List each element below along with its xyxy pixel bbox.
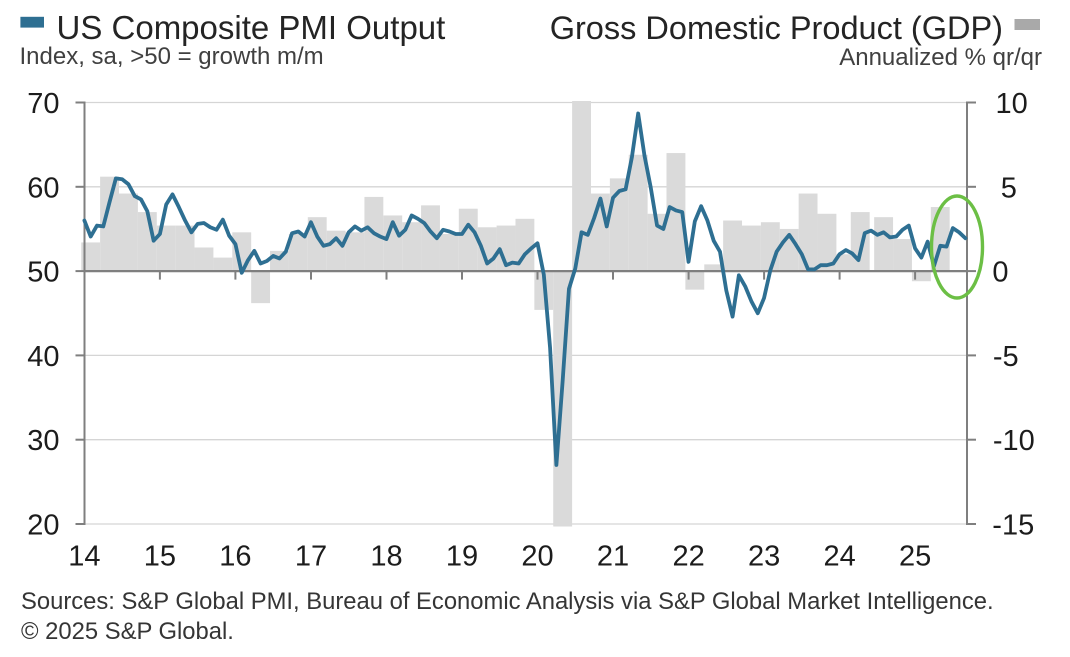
svg-text:25: 25 xyxy=(899,541,931,573)
svg-text:70: 70 xyxy=(27,88,59,120)
svg-text:-5: -5 xyxy=(993,341,1019,373)
svg-text:19: 19 xyxy=(446,541,478,573)
svg-text:23: 23 xyxy=(748,541,780,573)
svg-text:40: 40 xyxy=(27,341,59,373)
svg-text:© 2025 S&P Global.: © 2025 S&P Global. xyxy=(21,618,234,645)
svg-text:20: 20 xyxy=(521,541,553,573)
svg-text:Sources: S&P Global PMI, Burea: Sources: S&P Global PMI, Bureau of Econo… xyxy=(21,588,994,615)
svg-text:20: 20 xyxy=(27,510,59,542)
svg-text:16: 16 xyxy=(219,541,251,573)
svg-text:15: 15 xyxy=(144,541,176,573)
svg-text:-10: -10 xyxy=(993,425,1035,457)
svg-text:14: 14 xyxy=(68,541,100,573)
svg-text:Gross Domestic Product (GDP): Gross Domestic Product (GDP) xyxy=(550,10,1003,46)
svg-text:US Composite PMI Output: US Composite PMI Output xyxy=(57,9,446,46)
svg-text:50: 50 xyxy=(27,257,59,289)
svg-text:60: 60 xyxy=(27,172,59,204)
svg-text:17: 17 xyxy=(295,541,327,573)
svg-text:Annualized % qr/qr: Annualized % qr/qr xyxy=(839,44,1042,71)
svg-text:24: 24 xyxy=(823,541,855,573)
svg-text:18: 18 xyxy=(370,541,402,573)
svg-text:-15: -15 xyxy=(992,510,1034,542)
svg-text:Index, sa, >50 = growth m/m: Index, sa, >50 = growth m/m xyxy=(20,43,324,70)
svg-text:5: 5 xyxy=(1001,172,1017,204)
svg-text:22: 22 xyxy=(672,541,704,573)
svg-text:21: 21 xyxy=(597,541,629,573)
svg-text:10: 10 xyxy=(996,88,1028,120)
svg-text:0: 0 xyxy=(992,257,1008,289)
svg-text:30: 30 xyxy=(27,425,59,457)
